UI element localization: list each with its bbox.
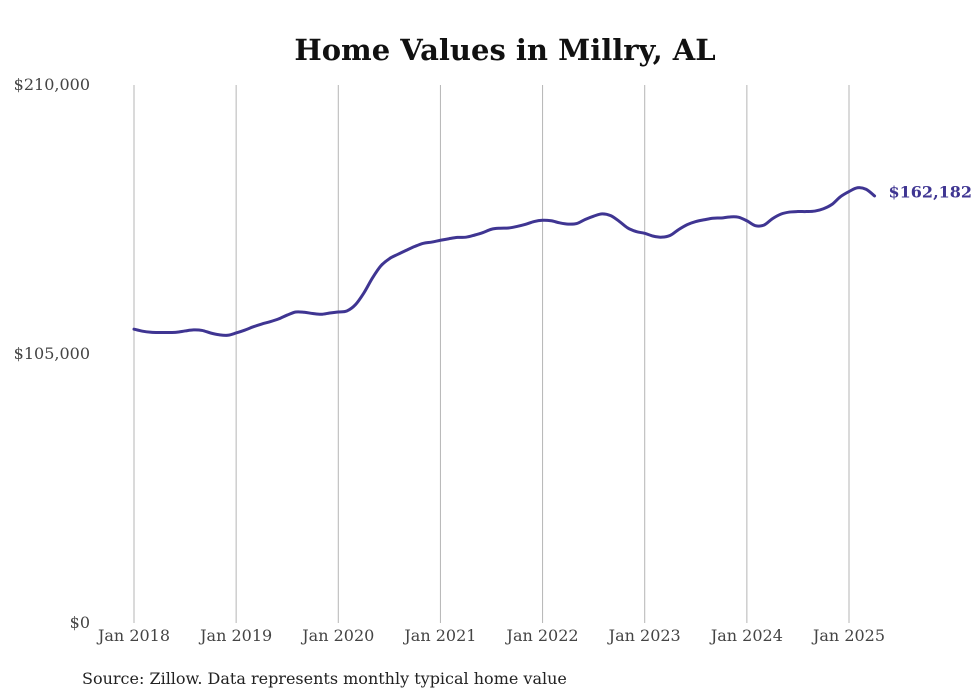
series-layer: $162,182	[132, 183, 973, 337]
x-tick-label: Jan 2024	[709, 626, 783, 645]
y-axis-tick-labels: $0 $105,000 $210,000	[14, 75, 90, 632]
x-tick-label: Jan 2022	[505, 626, 579, 645]
series-line	[132, 186, 877, 337]
y-tick-label: $210,000	[14, 75, 90, 94]
x-tick-label: Jan 2023	[607, 626, 681, 645]
y-tick-label: $0	[70, 613, 90, 632]
x-tick-label: Jan 2019	[198, 626, 272, 645]
y-tick-label: $105,000	[14, 344, 90, 363]
end-value-label: $162,182	[889, 183, 973, 202]
chart-title: Home Values in Millry, AL	[294, 33, 715, 67]
x-tick-label: Jan 2020	[300, 626, 374, 645]
x-axis-tick-labels: Jan 2018 Jan 2019 Jan 2020 Jan 2021 Jan 2022…	[96, 626, 885, 645]
x-tick-label: Jan 2018	[96, 626, 170, 645]
source-note: Source: Zillow. Data represents monthly …	[82, 669, 567, 688]
x-tick-label: Jan 2025	[811, 626, 885, 645]
vertical-gridlines	[133, 85, 850, 623]
x-tick-label: Jan 2021	[402, 626, 476, 645]
